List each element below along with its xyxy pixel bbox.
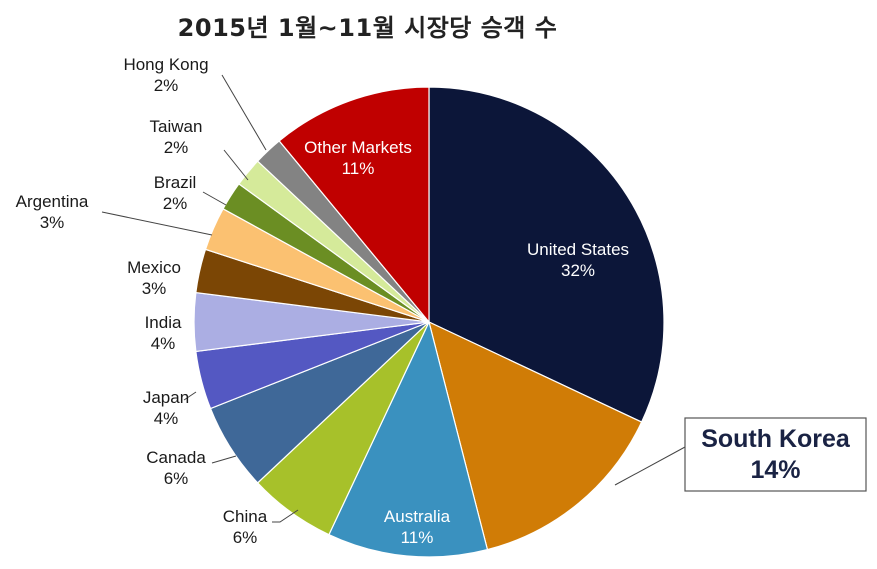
slice-label-argentina: Argentina 3% — [16, 192, 89, 232]
leader-line-taiwan — [223, 149, 249, 181]
slice-label-mexico: Mexico 3% — [127, 258, 181, 298]
pie-slice-other-markets — [278, 86, 430, 324]
chart-title: 2015년 1월~11월 시장당 승객 수 — [177, 14, 558, 42]
slice-label-united-states: United States 32% — [527, 240, 629, 280]
slice-label-canada: Canada 6% — [146, 448, 206, 488]
slice-label-brazil: Brazil 2% — [154, 173, 197, 213]
slice-label-japan: Japan 4% — [143, 388, 189, 428]
pie-slice-south-korea — [428, 320, 643, 551]
leader-line-japan — [183, 391, 197, 401]
slice-label-south-korea: South Korea 14% — [701, 425, 851, 484]
highlight-callout-box — [684, 417, 867, 492]
leader-line-china — [272, 509, 299, 523]
slice-label-hong-kong: Hong Kong 2% — [123, 55, 208, 95]
slice-label-australia: Australia 11% — [384, 507, 451, 547]
slice-label-china: China 6% — [223, 507, 268, 547]
leader-line-south-korea — [614, 446, 686, 486]
leader-line-canada — [211, 455, 237, 464]
pie-slice-united-states — [428, 86, 665, 423]
slice-label-other-markets: Other Markets 11% — [304, 138, 412, 178]
pie-slice-australia — [328, 320, 489, 558]
slice-label-taiwan: Taiwan 2% — [150, 117, 203, 157]
leader-line-brazil — [202, 191, 227, 206]
leader-line-argentina — [101, 211, 213, 236]
leader-line-hong-kong — [221, 74, 267, 151]
slice-label-india: India 4% — [145, 313, 182, 353]
